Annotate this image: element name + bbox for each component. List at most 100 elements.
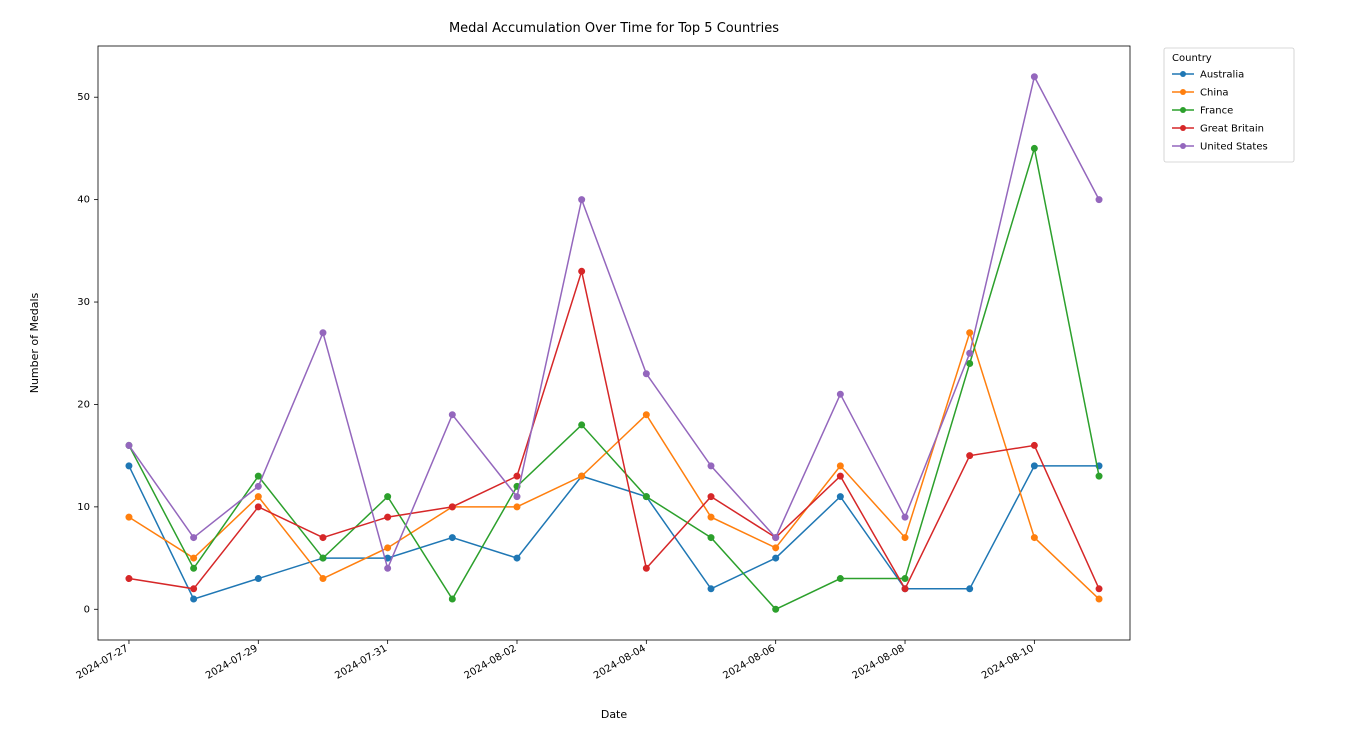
chart-svg: 0 10 20 30 40 50 2024-07-27 2024-07-29 2024-07-3… [0, 0, 1357, 754]
y-tick-label: 30 [77, 297, 90, 308]
series-marker [385, 545, 391, 551]
series-marker [579, 268, 585, 274]
x-tick-label: 2024-07-29 [204, 643, 260, 682]
x-tick-label: 2024-08-04 [592, 643, 648, 682]
series-marker [255, 576, 261, 582]
series-line [129, 333, 1099, 599]
legend-swatch-marker [1180, 143, 1186, 149]
series-marker [643, 565, 649, 571]
series-marker [579, 422, 585, 428]
series-marker [902, 586, 908, 592]
series-marker [191, 555, 197, 561]
series-marker [191, 586, 197, 592]
y-tick-label: 50 [77, 92, 90, 103]
series-marker [643, 494, 649, 500]
series-marker [449, 504, 455, 510]
legend-item-label: China [1200, 88, 1229, 99]
series-marker [255, 504, 261, 510]
series-marker [1031, 535, 1037, 541]
series-marker [1096, 586, 1102, 592]
series-line [129, 148, 1099, 609]
y-tick-label: 20 [77, 399, 90, 410]
series-marker [255, 494, 261, 500]
series-marker [837, 576, 843, 582]
x-tick-label: 2024-07-27 [75, 643, 131, 682]
series-marker [255, 473, 261, 479]
chart-title: Medal Accumulation Over Time for Top 5 C… [449, 21, 779, 36]
series-line [129, 466, 1099, 599]
y-tick-label: 10 [77, 502, 90, 513]
series-marker [902, 514, 908, 520]
series-marker [967, 586, 973, 592]
series-line [129, 271, 1099, 588]
legend-item-label: Australia [1200, 70, 1244, 81]
series-marker [1096, 197, 1102, 203]
series-line [129, 77, 1099, 569]
series-marker [1031, 145, 1037, 151]
series-marker [902, 576, 908, 582]
series-marker [385, 565, 391, 571]
y-axis-label: Number of Medals [28, 292, 41, 393]
series-marker [708, 535, 714, 541]
series-marker [708, 463, 714, 469]
series-marker [643, 412, 649, 418]
series-marker [967, 360, 973, 366]
legend-swatch-marker [1180, 71, 1186, 77]
series-marker [1031, 74, 1037, 80]
legend-title: Country [1172, 53, 1212, 64]
legend-item-label: Great Britain [1200, 124, 1264, 135]
series-marker [320, 330, 326, 336]
series-marker [385, 514, 391, 520]
series-marker [773, 555, 779, 561]
x-axis-label: Date [601, 708, 628, 721]
series-marker [191, 565, 197, 571]
series-marker [773, 535, 779, 541]
series-marker [191, 596, 197, 602]
series-marker [126, 514, 132, 520]
series-marker [967, 350, 973, 356]
x-tick-label: 2024-08-02 [463, 643, 519, 682]
series-marker [643, 371, 649, 377]
series-marker [449, 412, 455, 418]
series-marker [449, 596, 455, 602]
series-marker [579, 473, 585, 479]
series-marker [514, 494, 520, 500]
series-marker [320, 555, 326, 561]
series-marker [385, 494, 391, 500]
line-chart: 0 10 20 30 40 50 2024-07-27 2024-07-29 2024-07-3… [0, 0, 1357, 754]
legend-swatch-marker [1180, 107, 1186, 113]
series-marker [126, 442, 132, 448]
series-marker [837, 463, 843, 469]
series-marker [708, 586, 714, 592]
series-marker [708, 494, 714, 500]
series-marker [1096, 473, 1102, 479]
series-marker [579, 197, 585, 203]
y-tick-label: 0 [84, 604, 90, 615]
series-marker [514, 555, 520, 561]
series-marker [449, 535, 455, 541]
series-marker [514, 504, 520, 510]
series-marker [320, 535, 326, 541]
series-marker [708, 514, 714, 520]
x-tick-label: 2024-08-08 [851, 643, 907, 682]
series-marker [255, 483, 261, 489]
x-tick-label: 2024-08-06 [721, 643, 777, 682]
series-marker [837, 494, 843, 500]
series-marker [773, 606, 779, 612]
legend-item-label: France [1200, 106, 1233, 117]
series-marker [837, 473, 843, 479]
x-tick-label: 2024-08-10 [980, 643, 1036, 682]
legend-item-label: United States [1200, 142, 1268, 153]
legend-swatch-marker [1180, 89, 1186, 95]
legend-swatch-marker [1180, 125, 1186, 131]
series-marker [126, 576, 132, 582]
y-tick-label: 40 [77, 195, 90, 206]
series-marker [514, 473, 520, 479]
series-marker [1031, 442, 1037, 448]
series-marker [1031, 463, 1037, 469]
x-tick-label: 2024-07-31 [333, 643, 389, 682]
series-marker [320, 576, 326, 582]
series-marker [126, 463, 132, 469]
series-marker [902, 535, 908, 541]
series-marker [773, 545, 779, 551]
